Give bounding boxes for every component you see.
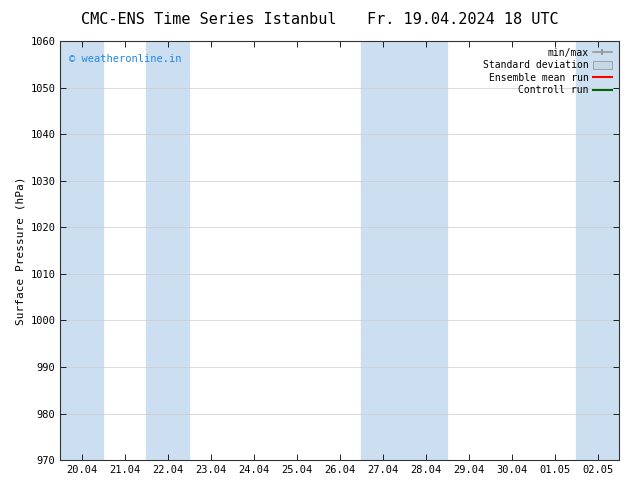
Text: CMC-ENS Time Series Istanbul: CMC-ENS Time Series Istanbul: [82, 12, 337, 27]
Y-axis label: Surface Pressure (hPa): Surface Pressure (hPa): [15, 176, 25, 325]
Text: © weatheronline.in: © weatheronline.in: [69, 53, 181, 64]
Text: Fr. 19.04.2024 18 UTC: Fr. 19.04.2024 18 UTC: [367, 12, 559, 27]
Bar: [576, 41, 619, 460]
Bar: [361, 41, 404, 460]
Bar: [60, 41, 103, 460]
Bar: [404, 41, 447, 460]
Bar: [146, 41, 190, 460]
Legend: min/max, Standard deviation, Ensemble mean run, Controll run: min/max, Standard deviation, Ensemble me…: [481, 46, 614, 97]
